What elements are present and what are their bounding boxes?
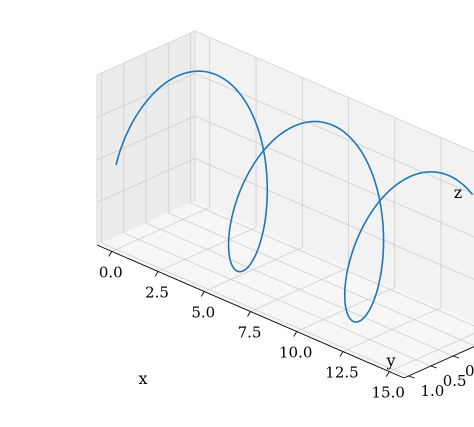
tick-labels: 0.02.55.07.510.012.515.0−1.0−0.50.00.51.… [99, 263, 474, 402]
tick-marks [108, 251, 460, 379]
x-axis-label: x [138, 369, 147, 388]
z-grid-back [194, 158, 474, 280]
y-axis-label: y [385, 351, 395, 370]
x-tick [339, 351, 344, 357]
y-grid-floor [145, 222, 454, 357]
z-grid-back [194, 115, 474, 238]
x-tick-label: 10.0 [279, 344, 312, 362]
series-layer [115, 70, 473, 323]
z-grid-side [96, 158, 196, 203]
y-grid-floor [123, 232, 431, 367]
x-tick [293, 331, 298, 337]
x-tick [247, 311, 251, 317]
y-grid-floor [101, 242, 409, 377]
x-tick [385, 371, 390, 377]
y-tick-label: 1.0 [421, 382, 445, 400]
y-tick-label: 0.0 [465, 362, 474, 380]
x-tick-label: 5.0 [191, 304, 215, 322]
x-tick-label: 12.5 [325, 364, 358, 382]
x-tick [108, 251, 113, 257]
y-tick-label: 0.5 [443, 372, 467, 390]
floor-pane [97, 201, 474, 378]
x-tick-label: 2.5 [145, 283, 169, 301]
side-top-edge [96, 30, 196, 76]
grid-lines [96, 30, 474, 377]
x-tick-label: 0.0 [99, 263, 123, 281]
x-tick [200, 291, 205, 297]
axis-panes [97, 31, 474, 378]
y-tick [408, 375, 415, 379]
x-tick-label: 15.0 [371, 384, 404, 402]
x-tick-label: 7.5 [238, 324, 262, 342]
z-grid-side [96, 115, 196, 161]
z-axis-label: z [454, 183, 462, 202]
z-grid-back [194, 73, 474, 195]
z-grid-side [96, 73, 196, 118]
x-tick [154, 271, 159, 277]
helix-series-line [115, 70, 473, 323]
back-top-edge [194, 30, 474, 153]
y-tick [430, 365, 437, 369]
y-tick [452, 355, 460, 359]
y-grid-floor [168, 212, 474, 346]
y-grid-floor [190, 202, 474, 327]
